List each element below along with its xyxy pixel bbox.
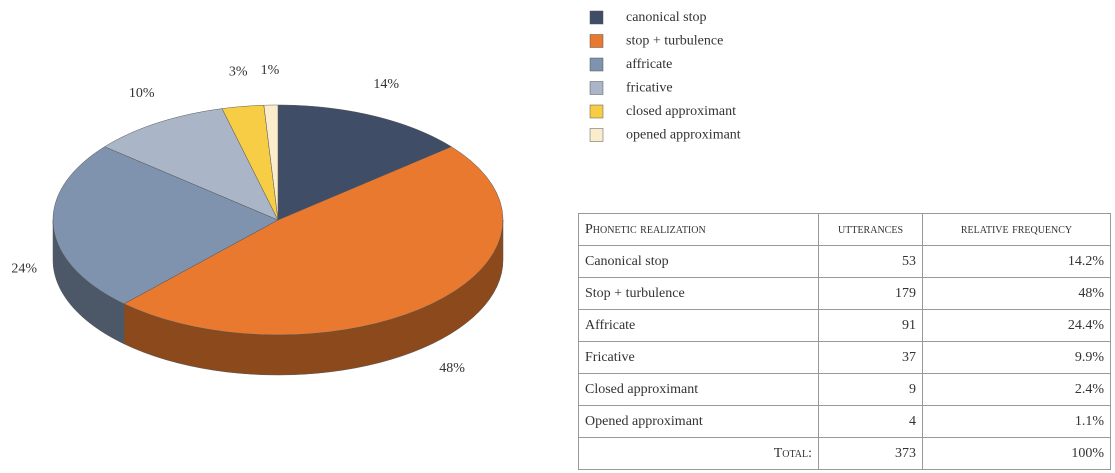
table-cell: 9.9% xyxy=(922,341,1111,374)
slice xyxy=(104,108,279,221)
table-cell: 100% xyxy=(922,437,1111,470)
table-cell: Phonetic realization xyxy=(578,213,819,246)
legend-label: stop + turbulence xyxy=(626,34,723,49)
data-label: 14% xyxy=(373,77,399,92)
table-cell: 4 xyxy=(818,405,923,438)
table-cell: utterances xyxy=(818,213,923,246)
legend-swatch xyxy=(589,128,604,142)
data-label: 3% xyxy=(229,65,248,80)
table-row: Phonetic realization utterances relative f… xyxy=(578,213,1111,246)
slice xyxy=(52,146,279,305)
table-row: Closed approximant 9 2.4% xyxy=(578,373,1111,406)
table-cell: 9 xyxy=(818,373,923,406)
table-cell: Fricative xyxy=(578,341,819,374)
table-cell: 2.4% xyxy=(922,373,1111,406)
table-cell: Closed approximant xyxy=(578,373,819,406)
legend-label: canonical stop xyxy=(626,10,706,25)
table-row: Stop + turbulence 179 48% xyxy=(578,277,1111,310)
table-cell: 48% xyxy=(922,277,1111,310)
table-cell: 1.1% xyxy=(922,405,1111,438)
data-label: 1% xyxy=(261,63,280,78)
data-table: Phonetic realization utterances relative f… xyxy=(578,213,1111,470)
table-cell: 37 xyxy=(818,341,923,374)
table-cell: Total: xyxy=(578,437,819,470)
table-row: Affricate 91 24.4% xyxy=(578,309,1111,342)
slice xyxy=(123,146,504,336)
table-cell: 53 xyxy=(818,245,923,278)
table-cell: Affricate xyxy=(578,309,819,342)
legend-swatch xyxy=(589,81,604,95)
table-row: Canonical stop 53 14.2% xyxy=(578,245,1111,278)
data-label: 24% xyxy=(11,262,37,277)
table-cell: Canonical stop xyxy=(578,245,819,278)
legend-label: closed approximant xyxy=(626,104,736,119)
table-cell: 24.4% xyxy=(922,309,1111,342)
legend-label: affricate xyxy=(626,57,672,72)
table-row: Total: 373 100% xyxy=(578,437,1111,470)
data-label: 48% xyxy=(439,361,465,376)
legend-label: fricative xyxy=(626,81,673,96)
table-row: Opened approximant 4 1.1% xyxy=(578,405,1111,438)
table-cell: 373 xyxy=(818,437,923,470)
table-row: Fricative 37 9.9% xyxy=(578,341,1111,374)
legend-label: opened approximant xyxy=(626,128,741,143)
table-cell: relative frequency xyxy=(922,213,1111,246)
table-cell: Stop + turbulence xyxy=(578,277,819,310)
slice xyxy=(277,104,452,221)
legend-swatch xyxy=(589,34,604,48)
slice xyxy=(263,104,279,221)
table-cell: 91 xyxy=(818,309,923,342)
table-cell: 14.2% xyxy=(922,245,1111,278)
legend-swatch xyxy=(589,104,604,119)
table-cell: 179 xyxy=(818,277,923,310)
legend-swatch xyxy=(589,57,604,72)
table-cell: Opened approximant xyxy=(578,405,819,438)
data-label: 10% xyxy=(129,86,155,101)
slice xyxy=(221,104,279,221)
legend-swatch xyxy=(589,10,604,25)
